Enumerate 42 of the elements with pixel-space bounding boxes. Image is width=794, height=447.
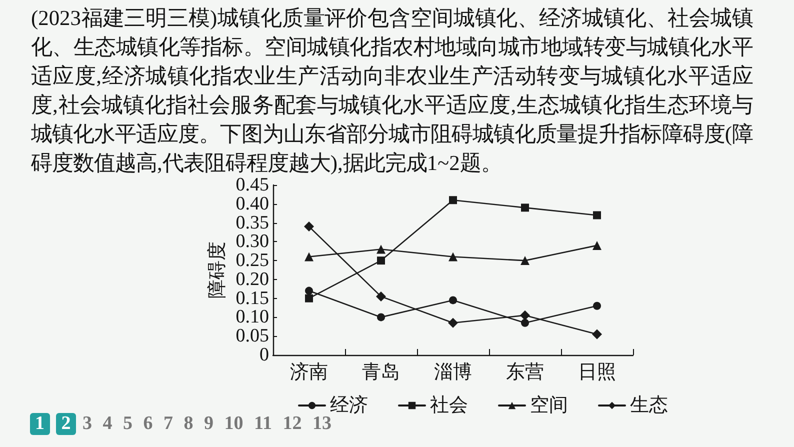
point [304,252,314,262]
legend-label: 空间 [530,394,568,416]
y-tick-label: 0.25 [236,250,269,272]
y-tick-label: 0.10 [236,306,269,328]
point [521,204,529,212]
x-tick-label: 淄博 [434,362,472,383]
y-tick-label: 0.40 [236,193,269,214]
point [449,196,457,204]
point [448,252,458,262]
y-tick-label: 0.45 [236,174,269,196]
y-tick-label: 0.35 [236,212,269,234]
point [520,310,530,320]
text: 1 2 3 4 5 6 7 8 9 10 11 12 13 [35,413,332,434]
point [448,318,458,328]
point [304,222,314,232]
y-tick-label: 0 [260,344,269,366]
y-tick-label: 0.15 [236,288,269,309]
legend-label: 经济 [330,394,368,416]
point [305,294,313,302]
point [592,240,602,250]
point [521,318,529,327]
y-tick-label: 0.20 [236,268,269,290]
x-tick-label: 日照 [578,362,616,383]
point [377,256,385,265]
point [305,286,313,295]
point [376,291,386,302]
x-tick-label: 东营 [506,362,544,383]
legend-label: 生态 [630,395,668,416]
point [449,296,457,304]
point [593,211,601,220]
y-tick-label: 0.30 [236,231,269,252]
point [376,244,386,254]
y-axis-title: 障碍度 [206,242,228,298]
point [593,302,601,310]
point [592,329,602,340]
chart-title: (2023福建三明三模)城镇化质量评价包含空间城镇化、经济城镇化、社会城镇化、生态城镇化等指标。空间城镇化指农村地域向城市地域转变与城镇化水平适应度,经济城镇化指农业生产活动向非农业生产活动转变与城镇化水平适应度,社会城镇化指社会服务配套与城镇化水平适应度,生态城镇化指生态环境与城镇化水平适应度。下图为山东省部分城市阻碍城镇化质量提升指标障碍度(障碍度数值越高,代表阻碍程度越大),据此完成1~2题。 [31,5,753,177]
point [377,313,385,322]
point [520,256,530,266]
legend-label: 社会 [430,395,468,416]
y-tick-label: 0.05 [236,326,269,347]
x-tick-label: 青岛 [362,362,400,383]
x-tick-label: 济南 [290,361,328,383]
